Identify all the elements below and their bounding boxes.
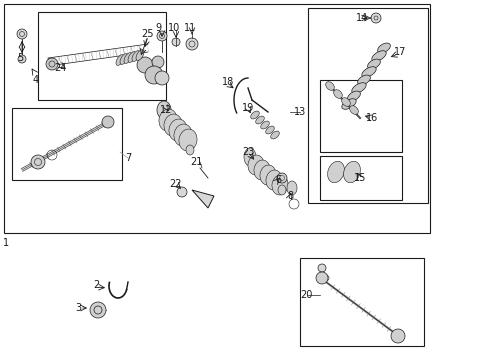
Ellipse shape <box>349 106 358 114</box>
Ellipse shape <box>265 170 282 190</box>
Ellipse shape <box>247 155 264 175</box>
Ellipse shape <box>371 51 386 61</box>
Circle shape <box>155 71 169 85</box>
Circle shape <box>390 329 404 343</box>
Text: 6: 6 <box>274 175 281 185</box>
Ellipse shape <box>250 111 259 119</box>
Circle shape <box>90 302 106 318</box>
Ellipse shape <box>361 67 375 77</box>
Text: 4: 4 <box>33 75 39 85</box>
Text: 14: 14 <box>355 13 367 23</box>
Text: 7: 7 <box>124 153 131 163</box>
Circle shape <box>370 13 380 23</box>
Ellipse shape <box>327 161 344 183</box>
Ellipse shape <box>270 131 279 139</box>
Text: 12: 12 <box>160 105 172 115</box>
Polygon shape <box>192 190 214 208</box>
Ellipse shape <box>253 160 269 180</box>
Ellipse shape <box>157 101 171 119</box>
Ellipse shape <box>159 109 177 131</box>
Bar <box>319 80 401 152</box>
Circle shape <box>276 173 286 183</box>
Circle shape <box>172 38 180 46</box>
Ellipse shape <box>325 82 334 90</box>
Ellipse shape <box>367 59 380 69</box>
Text: 23: 23 <box>242 147 254 157</box>
Text: 13: 13 <box>293 107 305 117</box>
Circle shape <box>46 58 58 70</box>
Text: 10: 10 <box>167 23 180 33</box>
Ellipse shape <box>124 53 132 63</box>
Text: 20: 20 <box>299 290 311 300</box>
Ellipse shape <box>265 126 274 134</box>
Circle shape <box>145 66 163 84</box>
Text: 1: 1 <box>3 238 9 248</box>
Circle shape <box>18 55 26 63</box>
Circle shape <box>137 57 153 73</box>
Bar <box>38 12 165 100</box>
Bar <box>12 108 122 180</box>
Ellipse shape <box>357 75 369 85</box>
Circle shape <box>31 155 45 169</box>
Circle shape <box>17 29 27 39</box>
Text: 24: 24 <box>54 63 66 73</box>
Text: 11: 11 <box>183 23 196 33</box>
Circle shape <box>152 56 163 68</box>
Circle shape <box>102 116 114 128</box>
Ellipse shape <box>347 91 360 101</box>
Ellipse shape <box>168 119 187 141</box>
Circle shape <box>317 264 325 272</box>
Ellipse shape <box>179 129 197 151</box>
Text: 5: 5 <box>17 53 23 63</box>
Ellipse shape <box>174 124 192 146</box>
Ellipse shape <box>333 90 342 98</box>
Ellipse shape <box>377 43 389 53</box>
Ellipse shape <box>271 175 287 195</box>
Text: 8: 8 <box>286 191 292 201</box>
Bar <box>319 156 401 200</box>
Text: 16: 16 <box>365 113 377 123</box>
Ellipse shape <box>341 98 349 106</box>
Text: 21: 21 <box>189 157 202 167</box>
Ellipse shape <box>132 51 140 62</box>
Ellipse shape <box>163 114 182 136</box>
Text: 18: 18 <box>222 77 234 87</box>
Ellipse shape <box>278 185 285 195</box>
Ellipse shape <box>244 148 256 166</box>
Ellipse shape <box>120 54 128 64</box>
Ellipse shape <box>260 165 276 185</box>
Text: 17: 17 <box>393 47 406 57</box>
Ellipse shape <box>255 116 264 124</box>
Text: 3: 3 <box>75 303 81 313</box>
Text: 2: 2 <box>93 280 99 290</box>
Text: 22: 22 <box>169 179 182 189</box>
Text: 19: 19 <box>242 103 254 113</box>
Circle shape <box>185 38 198 50</box>
Bar <box>299 258 423 346</box>
Bar <box>307 8 427 203</box>
Ellipse shape <box>116 55 124 66</box>
Bar <box>4 4 429 233</box>
Ellipse shape <box>341 99 355 109</box>
Text: 9: 9 <box>155 23 161 33</box>
Ellipse shape <box>128 51 136 62</box>
Circle shape <box>315 272 327 284</box>
Text: 15: 15 <box>353 173 366 183</box>
Ellipse shape <box>351 83 366 93</box>
Circle shape <box>177 187 186 197</box>
Text: 25: 25 <box>142 29 154 39</box>
Ellipse shape <box>260 121 269 129</box>
Circle shape <box>157 31 167 41</box>
Ellipse shape <box>343 161 360 183</box>
Ellipse shape <box>185 145 194 155</box>
Ellipse shape <box>136 50 143 60</box>
Ellipse shape <box>286 181 296 195</box>
